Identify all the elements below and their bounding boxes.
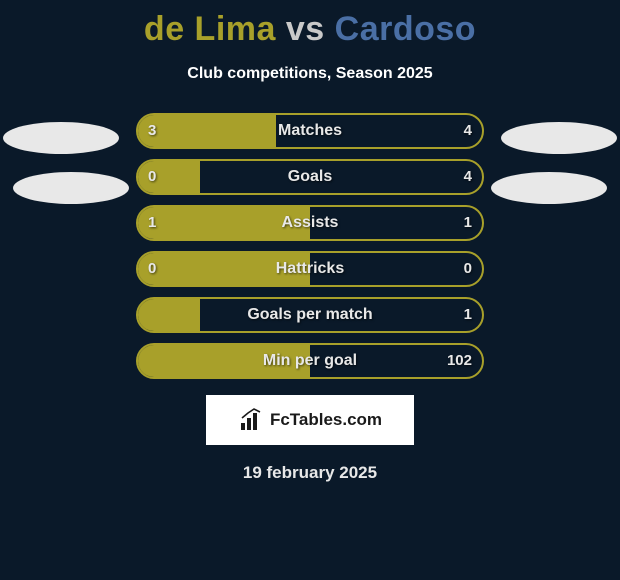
logo-chart-icon bbox=[238, 407, 264, 433]
stat-label: Assists bbox=[136, 205, 484, 241]
stat-label: Hattricks bbox=[136, 251, 484, 287]
stat-value-left: 0 bbox=[148, 251, 156, 287]
stat-value-left: 0 bbox=[148, 159, 156, 195]
stat-row: Goals0 4 bbox=[136, 159, 484, 195]
stats-container: Matches34Goals04Assists11Hattricks00Goal… bbox=[0, 113, 620, 379]
stat-value-right: 4 bbox=[464, 113, 472, 149]
stat-value-left: 3 bbox=[148, 113, 156, 149]
stat-value-right: 0 bbox=[464, 251, 472, 287]
logo-text: FcTables.com bbox=[270, 410, 382, 430]
stat-value-right: 102 bbox=[447, 343, 472, 379]
stat-value-right: 1 bbox=[464, 205, 472, 241]
stat-value-left: 1 bbox=[148, 205, 156, 241]
player-left-name: de Lima bbox=[144, 10, 276, 48]
date-text: 19 february 2025 bbox=[0, 463, 620, 483]
stat-label: Goals bbox=[136, 159, 484, 195]
stat-row: Hattricks0 0 bbox=[136, 251, 484, 287]
comparison-title: de Lima vs Cardoso bbox=[0, 0, 620, 49]
fctables-logo: FcTables.com bbox=[206, 395, 414, 445]
stat-row: Matches3 4 bbox=[136, 113, 484, 149]
stat-label: Min per goal bbox=[136, 343, 484, 379]
stat-row: Assists1 1 bbox=[136, 205, 484, 241]
vs-text: vs bbox=[286, 10, 325, 48]
subtitle-text: Club competitions, Season 2025 bbox=[0, 65, 620, 83]
player-right-name: Cardoso bbox=[335, 10, 476, 48]
stat-row: Goals per match1 bbox=[136, 297, 484, 333]
stat-value-right: 4 bbox=[464, 159, 472, 195]
stat-row: Min per goal102 bbox=[136, 343, 484, 379]
stat-value-right: 1 bbox=[464, 297, 472, 333]
stat-label: Goals per match bbox=[136, 297, 484, 333]
stat-label: Matches bbox=[136, 113, 484, 149]
